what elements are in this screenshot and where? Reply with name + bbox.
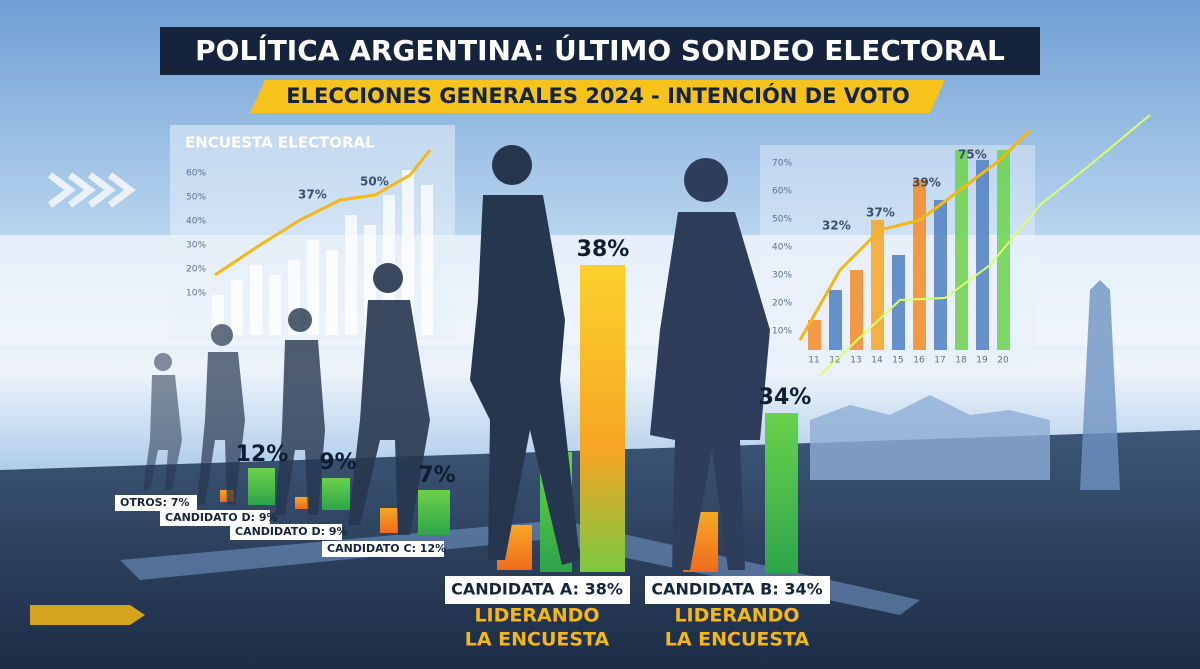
y-tick-label: 30% bbox=[186, 241, 206, 251]
y-tick-label: 30% bbox=[772, 271, 792, 281]
leading-label: LA ENCUESTA bbox=[665, 629, 810, 651]
panel-bar bbox=[808, 320, 821, 350]
candidate-label: CANDIDATO C: 12% bbox=[327, 542, 446, 555]
annotation: 32% bbox=[822, 219, 851, 233]
y-tick-label: 10% bbox=[772, 327, 792, 337]
x-tick-label: 18 bbox=[955, 356, 967, 366]
bar bbox=[580, 265, 625, 572]
panel-bar bbox=[829, 290, 842, 350]
y-tick-label: 40% bbox=[186, 217, 206, 227]
candidate-label: OTROS: 7% bbox=[120, 496, 190, 509]
congress-building bbox=[810, 395, 1050, 480]
candidate-label: CANDIDATA B: 34% bbox=[651, 580, 822, 599]
title: POLÍTICA ARGENTINA: ÚLTIMO SONDEO ELECTO… bbox=[195, 33, 1005, 67]
panel-bar bbox=[345, 215, 357, 335]
panel-bar bbox=[913, 180, 926, 350]
leading-label: LIDERANDO bbox=[674, 605, 799, 627]
person bbox=[348, 263, 430, 535]
tag-box bbox=[445, 576, 630, 604]
bar-label: 38% bbox=[577, 237, 630, 262]
panel-bar bbox=[231, 280, 243, 335]
y-tick-label: 60% bbox=[772, 187, 792, 197]
arrow bbox=[30, 605, 145, 625]
y-tick-label: 70% bbox=[772, 159, 792, 169]
x-tick-label: 19 bbox=[976, 356, 988, 366]
annotation: 75% bbox=[958, 148, 987, 162]
panel-bar bbox=[421, 185, 433, 335]
trend-line bbox=[214, 149, 432, 277]
y-tick-label: 50% bbox=[186, 193, 206, 203]
tag-box bbox=[645, 576, 830, 604]
x-tick-label: 17 bbox=[934, 356, 945, 366]
y-tick-label: 10% bbox=[186, 289, 206, 299]
bar bbox=[418, 490, 450, 535]
bar-label: 9% bbox=[319, 450, 356, 475]
panel-bar bbox=[250, 265, 262, 335]
panel-bar bbox=[850, 270, 863, 350]
trend-line bbox=[819, 114, 1151, 376]
candidate-label: CANDIDATO D: 9% bbox=[235, 525, 348, 538]
chevrons bbox=[47, 172, 136, 208]
x-tick-label: 15 bbox=[892, 356, 903, 366]
x-tick-label: 13 bbox=[850, 356, 861, 366]
person bbox=[650, 158, 770, 570]
bar-label: 7% bbox=[418, 463, 455, 488]
annotation: 39% bbox=[912, 176, 941, 190]
bar bbox=[765, 413, 798, 573]
road-stripe bbox=[120, 520, 920, 615]
leading-label: LIDERANDO bbox=[474, 605, 599, 627]
person bbox=[275, 308, 325, 515]
candidate-label: CANDIDATA A: 38% bbox=[451, 580, 623, 599]
y-tick-label: 20% bbox=[772, 299, 792, 309]
x-tick-label: 11 bbox=[808, 356, 819, 366]
candidate-label: CANDIDATO D: 9% bbox=[165, 511, 278, 524]
bar bbox=[380, 508, 398, 533]
bar-label: 34% bbox=[759, 385, 812, 410]
y-tick-label: 40% bbox=[772, 243, 792, 253]
bar bbox=[248, 468, 275, 505]
panel-bar bbox=[326, 250, 338, 335]
trend-line bbox=[798, 128, 1032, 341]
x-tick-label: 16 bbox=[913, 356, 925, 366]
subtitle-banner bbox=[250, 80, 945, 113]
left-panel-title: ENCUESTA ELECTORAL bbox=[185, 134, 375, 152]
people bbox=[143, 145, 770, 570]
subtitle: ELECCIONES GENERALES 2024 - INTENCIÓN DE… bbox=[286, 83, 909, 108]
title-banner bbox=[160, 27, 1040, 75]
left-bars: 60% 50% 40% 30% 20% 10% 37% 50% bbox=[186, 169, 433, 335]
person bbox=[143, 353, 182, 490]
annotation: 50% bbox=[360, 175, 389, 189]
annotation: 37% bbox=[866, 206, 895, 220]
x-tick-label: 20 bbox=[997, 356, 1009, 366]
panel-bar bbox=[934, 200, 947, 350]
tag-box bbox=[160, 510, 270, 526]
panel-bar bbox=[976, 160, 989, 350]
person bbox=[197, 324, 245, 505]
panel-bar bbox=[307, 240, 319, 335]
y-tick-label: 50% bbox=[772, 215, 792, 225]
panel-bar bbox=[269, 275, 281, 335]
tag-box bbox=[115, 495, 197, 511]
annotation: 37% bbox=[298, 188, 327, 202]
leading-label: LA ENCUESTA bbox=[465, 629, 610, 651]
bar bbox=[322, 478, 350, 510]
bar bbox=[295, 497, 309, 509]
panel-bar bbox=[955, 150, 968, 350]
y-tick-label: 60% bbox=[186, 169, 206, 179]
tag-box bbox=[322, 541, 444, 557]
tag-box bbox=[230, 524, 342, 540]
y-tick-label: 20% bbox=[186, 265, 206, 275]
x-tick-label: 14 bbox=[871, 356, 883, 366]
bar-label: 12% bbox=[236, 442, 289, 467]
person bbox=[470, 145, 580, 565]
panel-bar bbox=[871, 220, 884, 350]
obelisk bbox=[1080, 280, 1120, 490]
panel-bar bbox=[402, 170, 414, 335]
